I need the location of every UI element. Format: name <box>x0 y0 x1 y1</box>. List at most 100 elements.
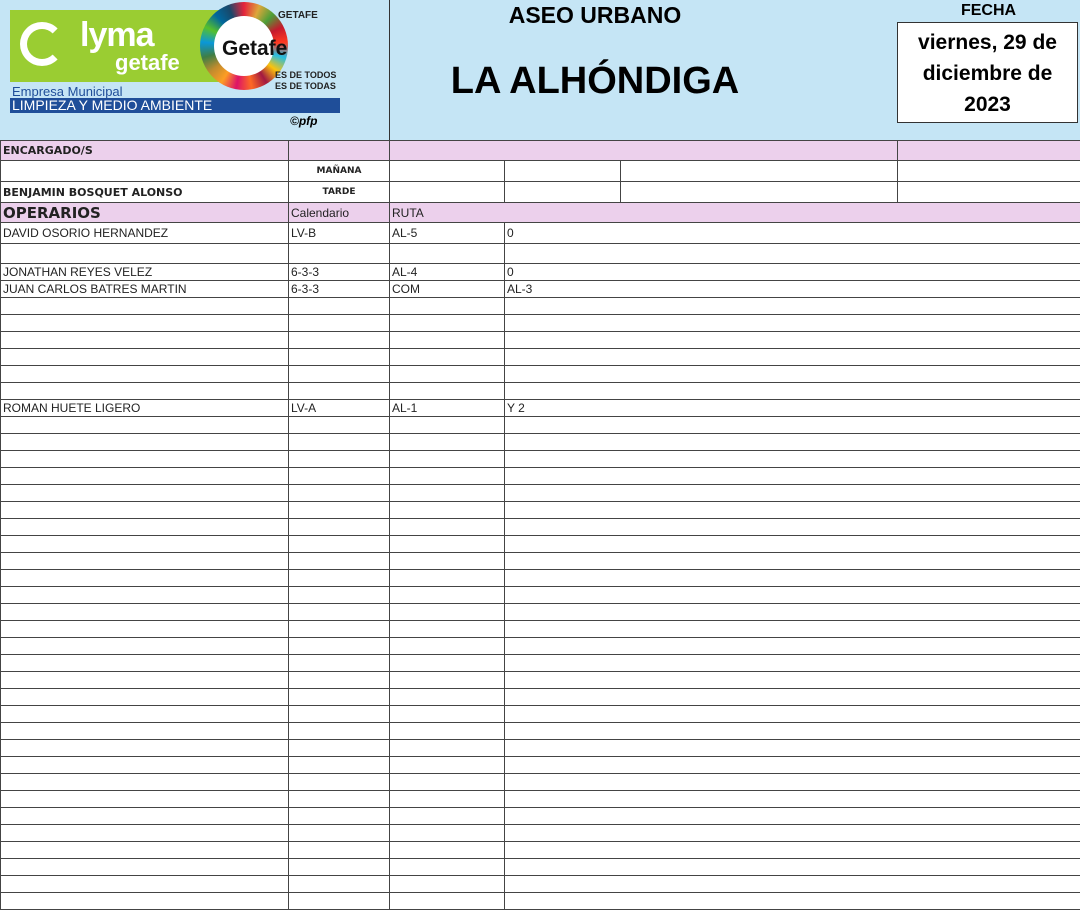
extra-cell[interactable] <box>505 587 1080 604</box>
operario-name-cell[interactable]: DAVID OSORIO HERNANDEZ <box>1 223 289 244</box>
operario-name-cell[interactable] <box>1 383 289 400</box>
operario-name-cell[interactable] <box>1 244 289 264</box>
operario-name-cell[interactable] <box>1 451 289 468</box>
route-cell[interactable] <box>390 859 505 876</box>
calendar-cell[interactable] <box>289 893 390 910</box>
route-cell[interactable] <box>390 876 505 893</box>
route-cell[interactable] <box>390 519 505 536</box>
calendar-cell[interactable] <box>289 383 390 400</box>
route-cell[interactable] <box>390 553 505 570</box>
operario-name-cell[interactable] <box>1 825 289 842</box>
route-cell[interactable]: AL-4 <box>390 264 505 281</box>
operario-name-cell[interactable] <box>1 808 289 825</box>
extra-cell[interactable] <box>505 349 1080 366</box>
calendar-cell[interactable] <box>289 349 390 366</box>
calendar-cell[interactable] <box>289 808 390 825</box>
route-cell[interactable] <box>390 808 505 825</box>
operario-name-cell[interactable] <box>1 791 289 808</box>
route-cell[interactable] <box>390 791 505 808</box>
extra-cell[interactable] <box>505 536 1080 553</box>
calendar-cell[interactable] <box>289 332 390 349</box>
operario-name-cell[interactable] <box>1 774 289 791</box>
calendar-cell[interactable] <box>289 417 390 434</box>
operario-name-cell[interactable] <box>1 604 289 621</box>
calendar-cell[interactable] <box>289 774 390 791</box>
extra-cell[interactable] <box>505 859 1080 876</box>
route-cell[interactable] <box>390 315 505 332</box>
calendar-cell[interactable] <box>289 502 390 519</box>
operario-name-cell[interactable] <box>1 638 289 655</box>
operario-name-cell[interactable] <box>1 315 289 332</box>
calendar-cell[interactable] <box>289 876 390 893</box>
extra-cell[interactable] <box>505 451 1080 468</box>
extra-cell[interactable] <box>505 757 1080 774</box>
extra-cell[interactable] <box>505 383 1080 400</box>
extra-cell[interactable]: Y 2 <box>505 400 1080 417</box>
calendar-cell[interactable] <box>289 468 390 485</box>
calendar-cell[interactable]: 6-3-3 <box>289 281 390 298</box>
route-cell[interactable] <box>390 502 505 519</box>
extra-cell[interactable] <box>505 485 1080 502</box>
route-cell[interactable] <box>390 757 505 774</box>
extra-cell[interactable] <box>505 638 1080 655</box>
calendar-cell[interactable] <box>289 485 390 502</box>
calendar-cell[interactable] <box>289 655 390 672</box>
operario-name-cell[interactable] <box>1 842 289 859</box>
operario-name-cell[interactable] <box>1 434 289 451</box>
route-cell[interactable] <box>390 638 505 655</box>
calendar-cell[interactable] <box>289 536 390 553</box>
route-cell[interactable] <box>390 366 505 383</box>
extra-cell[interactable] <box>505 876 1080 893</box>
extra-cell[interactable]: 0 <box>505 223 1080 244</box>
operario-name-cell[interactable] <box>1 366 289 383</box>
route-cell[interactable] <box>390 332 505 349</box>
extra-cell[interactable] <box>505 808 1080 825</box>
operario-name-cell[interactable] <box>1 519 289 536</box>
extra-cell[interactable] <box>505 842 1080 859</box>
route-cell[interactable] <box>390 672 505 689</box>
extra-cell[interactable] <box>505 706 1080 723</box>
calendar-cell[interactable] <box>289 672 390 689</box>
extra-cell[interactable] <box>505 791 1080 808</box>
route-cell[interactable] <box>390 842 505 859</box>
extra-cell[interactable] <box>505 519 1080 536</box>
calendar-cell[interactable] <box>289 621 390 638</box>
calendar-cell[interactable] <box>289 315 390 332</box>
calendar-cell[interactable] <box>289 570 390 587</box>
operario-name-cell[interactable]: JUAN CARLOS BATRES MARTIN <box>1 281 289 298</box>
route-cell[interactable]: COM <box>390 281 505 298</box>
route-cell[interactable] <box>390 468 505 485</box>
calendar-cell[interactable] <box>289 519 390 536</box>
extra-cell[interactable] <box>505 315 1080 332</box>
extra-cell[interactable] <box>505 570 1080 587</box>
calendar-cell[interactable] <box>289 842 390 859</box>
extra-cell[interactable] <box>505 723 1080 740</box>
calendar-cell[interactable] <box>289 244 390 264</box>
calendar-cell[interactable] <box>289 706 390 723</box>
route-cell[interactable] <box>390 349 505 366</box>
extra-cell[interactable] <box>505 825 1080 842</box>
calendar-cell[interactable]: LV-A <box>289 400 390 417</box>
calendar-cell[interactable] <box>289 587 390 604</box>
route-cell[interactable] <box>390 706 505 723</box>
calendar-cell[interactable] <box>289 298 390 315</box>
route-cell[interactable] <box>390 434 505 451</box>
route-cell[interactable] <box>390 740 505 757</box>
extra-cell[interactable] <box>505 672 1080 689</box>
route-cell[interactable]: AL-1 <box>390 400 505 417</box>
route-cell[interactable] <box>390 570 505 587</box>
calendar-cell[interactable] <box>289 366 390 383</box>
calendar-cell[interactable]: LV-B <box>289 223 390 244</box>
calendar-cell[interactable] <box>289 689 390 706</box>
extra-cell[interactable] <box>505 332 1080 349</box>
extra-cell[interactable] <box>505 366 1080 383</box>
operario-name-cell[interactable] <box>1 706 289 723</box>
extra-cell[interactable]: 0 <box>505 264 1080 281</box>
route-cell[interactable] <box>390 893 505 910</box>
operario-name-cell[interactable] <box>1 740 289 757</box>
calendar-cell[interactable] <box>289 757 390 774</box>
route-cell[interactable] <box>390 689 505 706</box>
calendar-cell[interactable] <box>289 740 390 757</box>
extra-cell[interactable] <box>505 893 1080 910</box>
extra-cell[interactable] <box>505 468 1080 485</box>
